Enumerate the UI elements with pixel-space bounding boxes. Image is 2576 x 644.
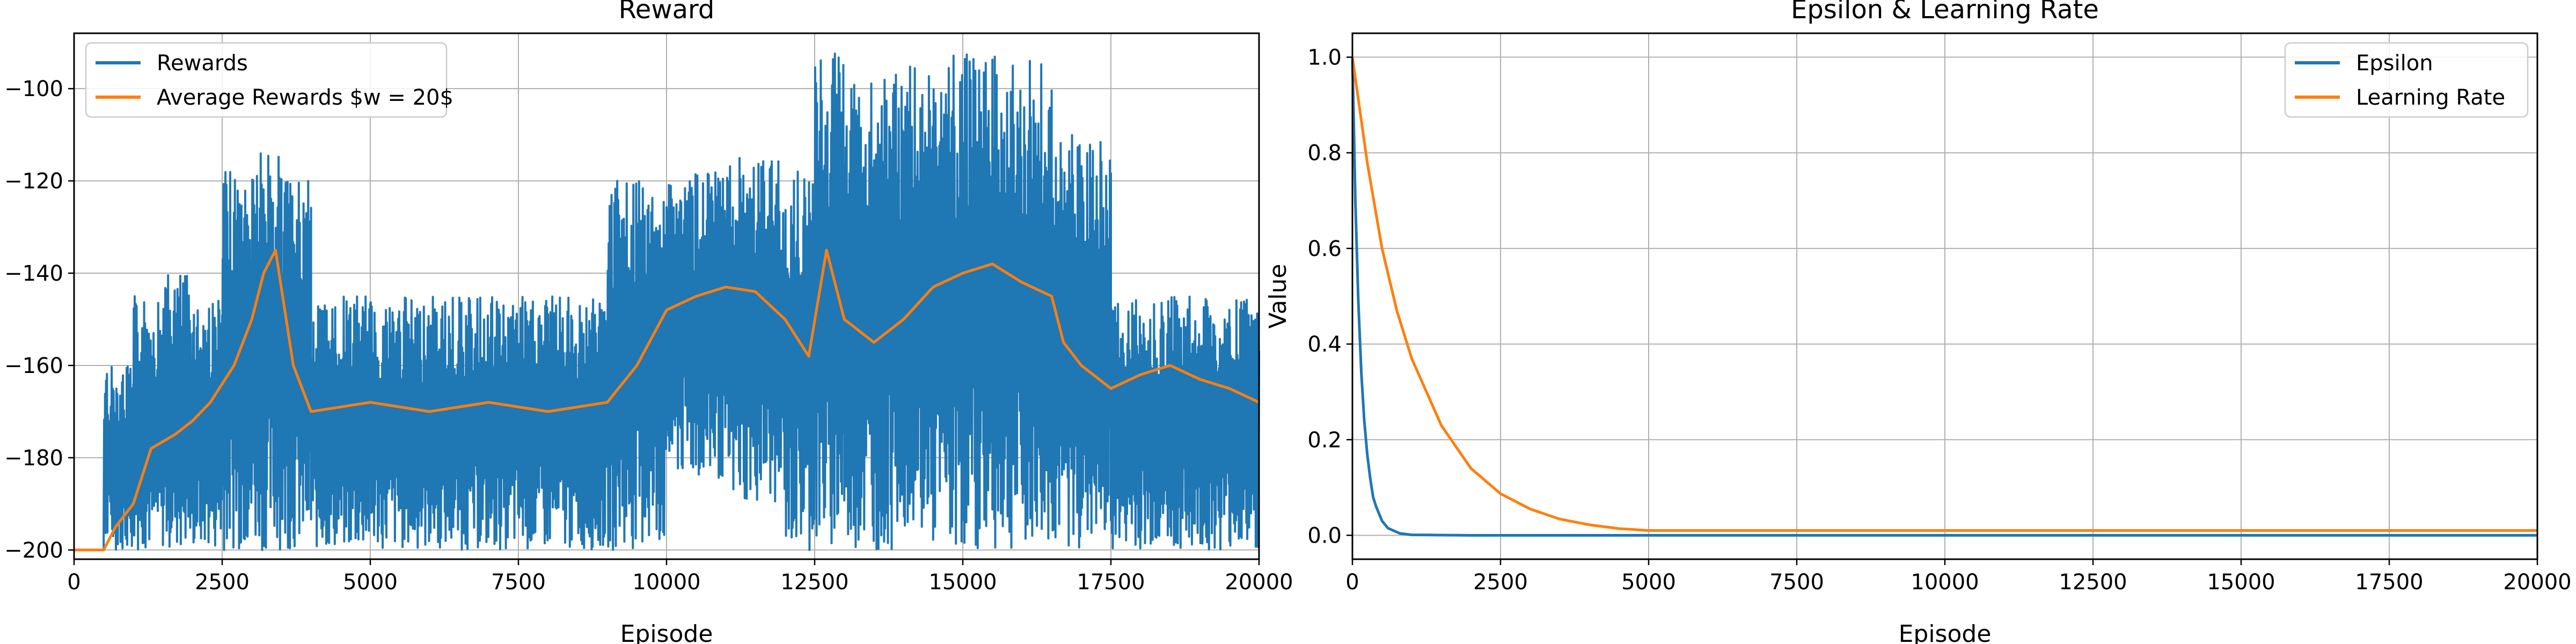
reward-panel: Reward 0 2500 5000 7500 10000 12500 15000 17500… — [4, 0, 1293, 644]
epsilon-lr-y-tick-label: 0.2 — [1307, 428, 1342, 452]
reward-legend-label-average: Average Rewards $w = 20$ — [157, 85, 453, 110]
epsilon-lr-marks — [1351, 57, 2537, 537]
epsilon-lr-x-tick-label: 20000 — [2503, 570, 2571, 595]
reward-x-tick-label: 7500 — [491, 570, 546, 595]
reward-x-tick-label: 2500 — [195, 570, 250, 595]
epsilon-lr-x-tick-label: 12500 — [2059, 570, 2127, 595]
reward-y-tick-label: −160 — [4, 354, 63, 378]
epsilon-lr-x-tick-label: 5000 — [1621, 570, 1676, 595]
epsilon-lr-y-tick-label: 0.4 — [1307, 332, 1342, 357]
epsilon-lr-y-tick-label: 0.0 — [1307, 523, 1342, 548]
reward-y-tick-label: −180 — [4, 446, 63, 471]
epsilon-lr-y-tick-label: 1.0 — [1307, 46, 1342, 70]
reward-x-tick-label: 5000 — [343, 570, 398, 595]
reward-legend: Rewards Average Rewards $w = 20$ — [85, 42, 453, 118]
reward-legend-box — [85, 42, 448, 118]
reward-legend-label-rewards: Rewards — [157, 51, 248, 76]
reward-x-tick-label: 0 — [67, 570, 80, 595]
reward-title: Reward — [619, 0, 715, 25]
epsilon-lr-y-tick-label: 0.8 — [1307, 141, 1342, 166]
epsilon-lr-x-tick-label: 15000 — [2207, 570, 2275, 595]
reward-x-tick-label: 15000 — [928, 570, 997, 595]
epsilon-lr-x-axis-label: Episode — [1899, 620, 1992, 644]
reward-y-tick-label: −200 — [4, 538, 63, 563]
reward-ticks: 0 2500 5000 7500 10000 12500 15000 17500 20000 −2… — [4, 77, 1293, 595]
epsilon-lr-y-axis-label: Value — [1264, 264, 1292, 329]
reward-series-average-rewards-w-20 — [74, 248, 1260, 552]
reward-y-tick-label: −140 — [4, 261, 63, 286]
epsilon-lr-series-epsilon — [1351, 57, 2537, 537]
epsilon-lr-x-tick-label: 17500 — [2355, 570, 2423, 595]
reward-series-rewards — [73, 52, 1260, 551]
epsilon-lr-legend-label-epsilon: Epsilon — [2356, 51, 2433, 76]
reward-y-tick-label: −120 — [4, 169, 63, 194]
epsilon-lr-legend-label-learning-rate: Learning Rate — [2356, 85, 2505, 110]
epsilon-lr-panel: Epsilon & Learning Rate 0 2500 5000 7500 100… — [1264, 0, 2572, 644]
epsilon-lr-x-tick-label: 2500 — [1473, 570, 1528, 595]
reward-y-tick-label: −100 — [4, 77, 63, 101]
reward-x-tick-label: 10000 — [632, 570, 700, 595]
epsilon-lr-x-tick-label: 7500 — [1769, 570, 1824, 595]
reward-x-axis-label: Episode — [620, 620, 713, 644]
reward-x-tick-label: 12500 — [780, 570, 848, 595]
epsilon-lr-legend: Epsilon Learning Rate — [2284, 42, 2529, 118]
reward-marks — [73, 52, 1260, 552]
reward-x-tick-label: 17500 — [1077, 570, 1145, 595]
epsilon-lr-x-tick-label: 0 — [1345, 570, 1359, 595]
epsilon-lr-y-tick-label: 0.6 — [1307, 237, 1342, 261]
epsilon-lr-title: Epsilon & Learning Rate — [1791, 0, 2099, 25]
epsilon-lr-series-learning-rate — [1351, 57, 2537, 532]
epsilon-lr-legend-box — [2284, 42, 2529, 118]
epsilon-lr-ticks: 0 2500 5000 7500 10000 12500 15000 17500 20000 0.… — [1307, 46, 2571, 595]
reward-x-tick-label: 20000 — [1225, 570, 1293, 595]
epsilon-lr-x-tick-label: 10000 — [1911, 570, 1979, 595]
